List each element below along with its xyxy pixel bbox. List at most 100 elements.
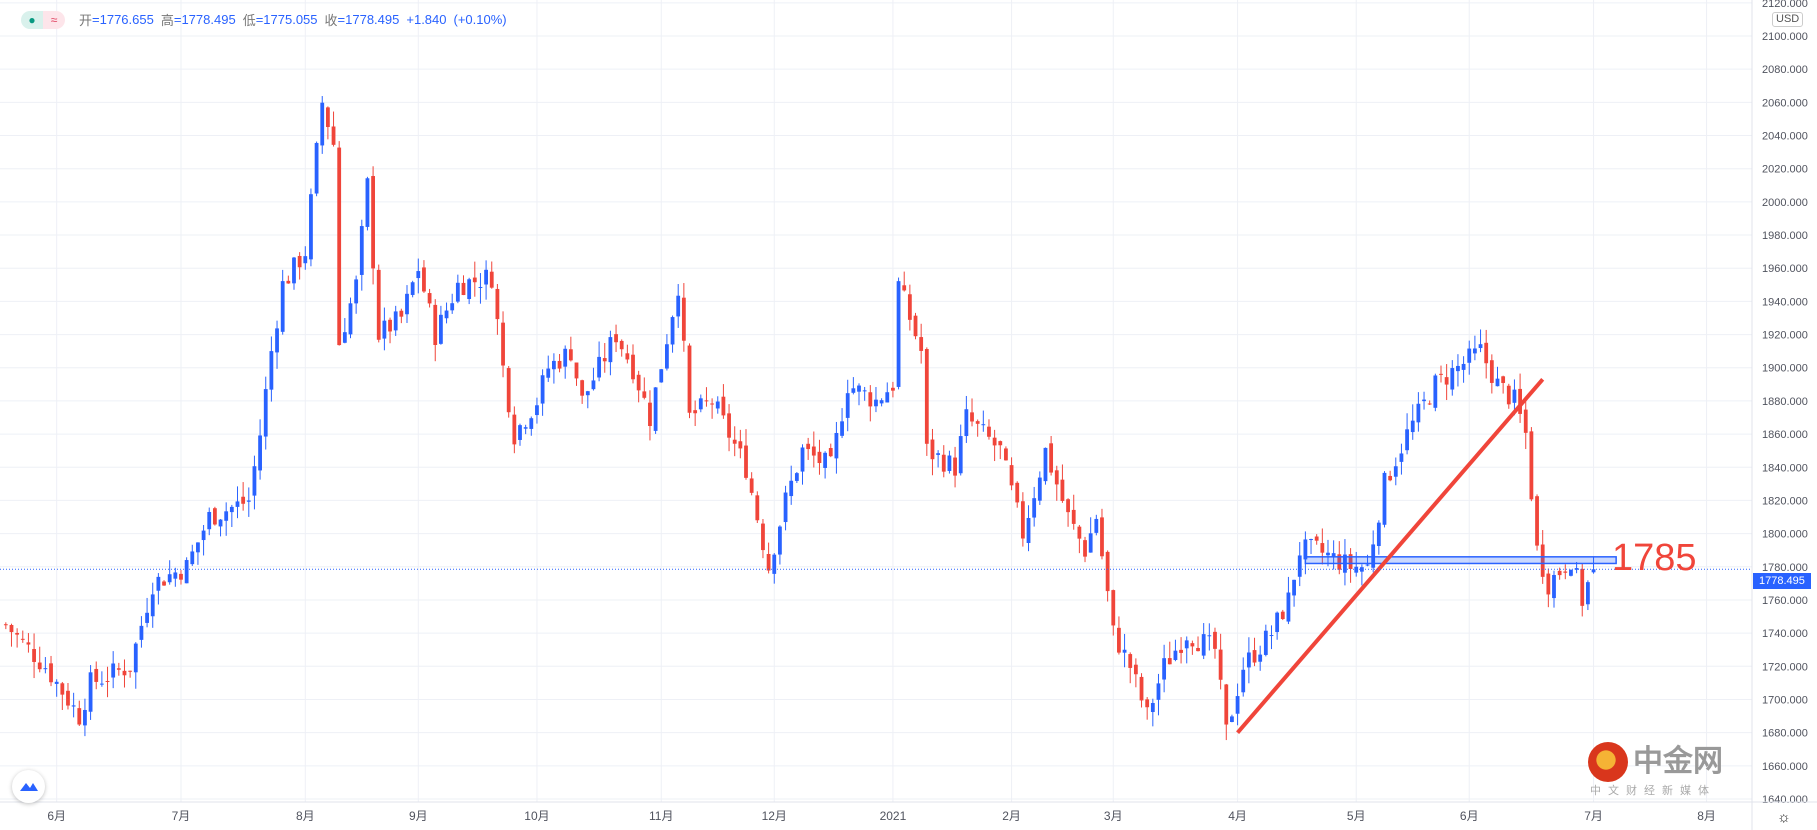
candle-body	[1015, 482, 1020, 503]
candle-body	[325, 107, 330, 128]
candle-body	[1139, 676, 1144, 701]
watermark-name: 中金网	[1633, 745, 1723, 778]
candle-body	[461, 282, 466, 296]
candle-body	[1337, 554, 1342, 570]
candle-body	[320, 102, 325, 146]
currency-selector[interactable]: USD	[1772, 12, 1804, 27]
candle-body	[715, 401, 720, 409]
candle-body	[1365, 564, 1370, 566]
candle-body	[1145, 699, 1150, 708]
candle-body	[1184, 640, 1189, 649]
candle-body	[857, 385, 861, 392]
ohlc-legend: ● ≈ 开 =1776.655 高 =1778.495 低 =1775.055 收 =17…	[21, 10, 514, 29]
candle-body	[77, 708, 82, 725]
trendline	[1236, 378, 1545, 734]
support-zone-rect	[1304, 556, 1617, 565]
candle-body	[32, 649, 36, 662]
candle-body	[665, 344, 669, 369]
candle-body	[896, 281, 901, 387]
candle-body	[467, 279, 472, 300]
y-tick-label: 1660.000	[1762, 761, 1808, 773]
candle-body	[506, 368, 511, 413]
watermark-slogan: 中文财经新媒体	[1590, 785, 1716, 797]
y-tick-label: 2040.000	[1762, 131, 1808, 143]
watermark-logo-icon	[1588, 742, 1628, 782]
candle-body	[444, 310, 449, 319]
candle-body	[885, 392, 890, 403]
candle-body	[619, 340, 624, 350]
candle-body	[212, 508, 217, 525]
candle-body	[54, 681, 59, 684]
candle-body	[1580, 568, 1585, 606]
candle-body	[1484, 342, 1489, 364]
candle-body	[1201, 634, 1206, 656]
candle-body	[1263, 630, 1268, 655]
candle-body	[1489, 360, 1494, 383]
candle-body	[201, 530, 206, 541]
x-tick-label: 3月	[1104, 809, 1123, 823]
open-value: 1776.655	[99, 12, 154, 27]
tradingview-logo-button[interactable]	[12, 770, 45, 803]
candle-body	[1574, 568, 1579, 570]
x-tick-label: 10月	[524, 809, 549, 823]
candle-body	[179, 573, 183, 580]
candle-body	[845, 393, 850, 418]
candle-body	[1439, 373, 1443, 375]
annotation-label: 1785	[1612, 537, 1697, 579]
y-tick-label: 2020.000	[1762, 164, 1808, 176]
settings-gear-icon[interactable]: ☼	[1777, 809, 1791, 826]
candle-body	[1297, 555, 1302, 577]
candle-body	[1049, 443, 1054, 473]
candle-body	[546, 368, 551, 378]
candle-body	[1382, 472, 1387, 525]
status-pill[interactable]: ● ≈	[21, 10, 65, 29]
candle-body	[241, 496, 246, 504]
candle-body	[1585, 582, 1590, 605]
candle-body	[941, 454, 946, 472]
candle-body	[811, 446, 816, 456]
high-field: =1778.495	[173, 12, 236, 27]
candle-body	[874, 399, 878, 407]
candle-body	[1275, 612, 1280, 633]
y-tick-label: 1820.000	[1762, 495, 1808, 507]
y-tick-label: 2000.000	[1762, 197, 1808, 209]
candle-body	[806, 443, 811, 450]
candle-body	[1461, 363, 1466, 370]
candle-body	[297, 255, 302, 268]
y-tick-label: 1840.000	[1762, 462, 1808, 474]
current-price-label: 1778.495	[1753, 573, 1811, 589]
candle-body	[99, 683, 104, 685]
candle-body	[122, 670, 127, 676]
candle-body	[331, 126, 336, 145]
candle-body	[755, 495, 760, 521]
low-label: 低	[242, 13, 256, 28]
candle-body	[37, 662, 42, 670]
x-tick-label: 5月	[1347, 809, 1366, 823]
y-tick-label: 1760.000	[1762, 595, 1808, 607]
candle-body	[1529, 431, 1534, 500]
candle-body	[789, 480, 794, 497]
candle-body	[286, 280, 291, 284]
candle-body	[1111, 590, 1116, 626]
candle-body	[190, 551, 195, 565]
x-tick-label: 8月	[1697, 809, 1716, 823]
candle-body	[1393, 466, 1398, 477]
candle-body	[738, 441, 743, 449]
candle-body	[585, 391, 590, 396]
candle-body	[1478, 344, 1483, 349]
market-open-icon: ●	[21, 10, 43, 29]
candle-body	[1043, 447, 1048, 482]
candle-body	[1241, 669, 1246, 693]
candle-body	[1269, 635, 1274, 637]
candle-body	[529, 418, 534, 429]
candle-body	[1162, 658, 1167, 680]
x-tick-label: 6月	[1460, 809, 1479, 823]
candle-body	[1557, 570, 1562, 576]
x-tick-label: 12月	[762, 809, 787, 823]
candle-body	[642, 391, 647, 398]
open-field: =1776.655	[92, 12, 154, 27]
candle-body	[229, 506, 234, 513]
candle-body	[1427, 403, 1432, 405]
candle-body	[902, 285, 907, 291]
